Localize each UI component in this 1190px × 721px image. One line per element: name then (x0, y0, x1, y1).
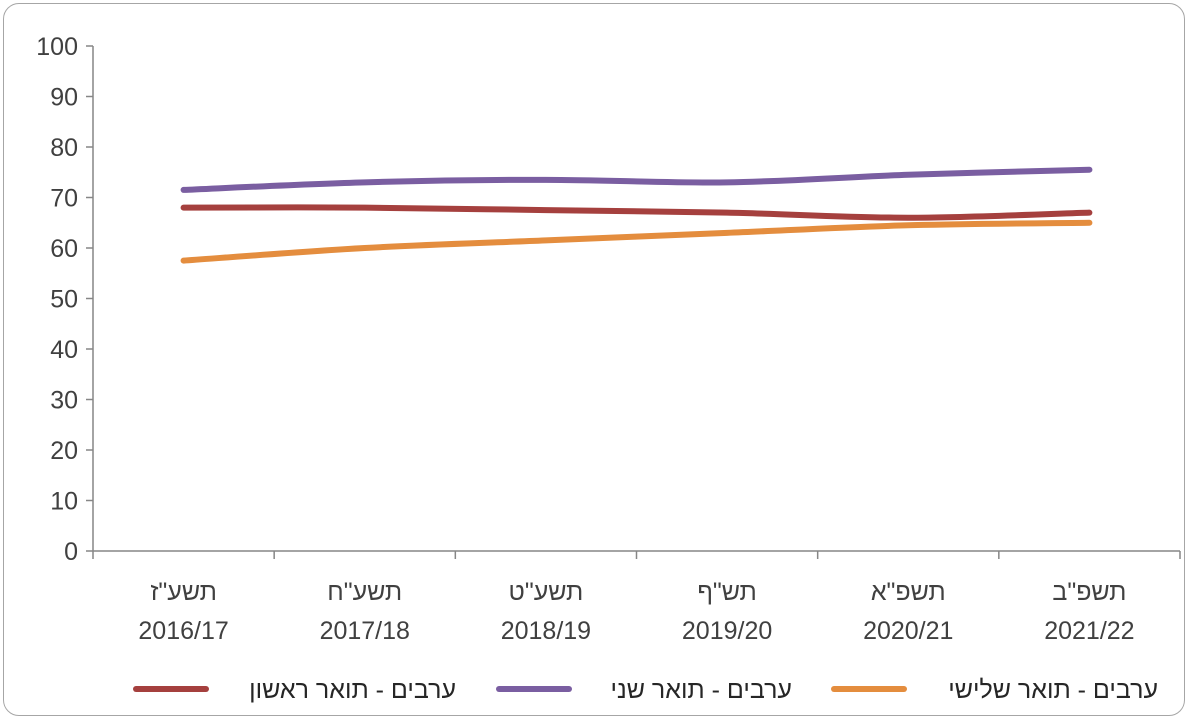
x-category-label-year: 2018/19 (501, 617, 591, 645)
y-tick-label: 100 (36, 33, 78, 61)
legend-label-2: ערבים - תואר שני (610, 676, 792, 704)
series-line-3 (180, 219, 1093, 264)
legend-label-1: ערבים - תואר שלישי (948, 676, 1158, 704)
y-tick-label: 40 (50, 336, 78, 364)
legend: ערבים - תואר שלישי ערבים - תואר שני ערבים … (133, 676, 1158, 704)
series-lines (180, 166, 1093, 264)
legend-label-3: ערבים - תואר ראשון (249, 676, 456, 704)
x-category-label-year: 2020/21 (863, 617, 953, 645)
y-tick-label: 50 (50, 286, 78, 314)
y-tick-label: 80 (50, 134, 78, 162)
y-tick-label: 70 (50, 185, 78, 213)
x-category-label-hebrew: תש"ף (697, 578, 756, 606)
x-category-label-year: 2017/18 (320, 617, 410, 645)
y-tick-label: 30 (50, 387, 78, 415)
y-tick-label: 0 (64, 538, 78, 566)
x-category-label-hebrew: תשפ"ב (1052, 578, 1126, 606)
y-axis: 0 10 20 30 40 50 60 70 80 90 100 (36, 33, 94, 566)
chart-frame (3, 3, 1185, 716)
x-category-label-hebrew: תשפ"א (871, 578, 946, 606)
x-axis: תשע"ז 2016/17 תשע"ח 2017/18 תשע"ט 2018/19 תש"ף… (92, 550, 1181, 645)
y-tick-label: 20 (50, 437, 78, 465)
y-tick-label: 10 (50, 488, 78, 516)
series-line-2 (180, 166, 1093, 193)
x-category-label-hebrew: תשע"ט (509, 578, 584, 606)
x-category-label-year: 2019/20 (682, 617, 772, 645)
x-category-label-year: 2016/17 (138, 617, 228, 645)
y-tick-label: 60 (50, 235, 78, 263)
y-tick-label: 90 (50, 84, 78, 112)
x-category-label-year: 2021/22 (1044, 617, 1134, 645)
x-category-label-hebrew: תשע"ז (150, 578, 217, 606)
series-line-1 (180, 204, 1093, 221)
x-category-label-hebrew: תשע"ח (327, 578, 402, 606)
